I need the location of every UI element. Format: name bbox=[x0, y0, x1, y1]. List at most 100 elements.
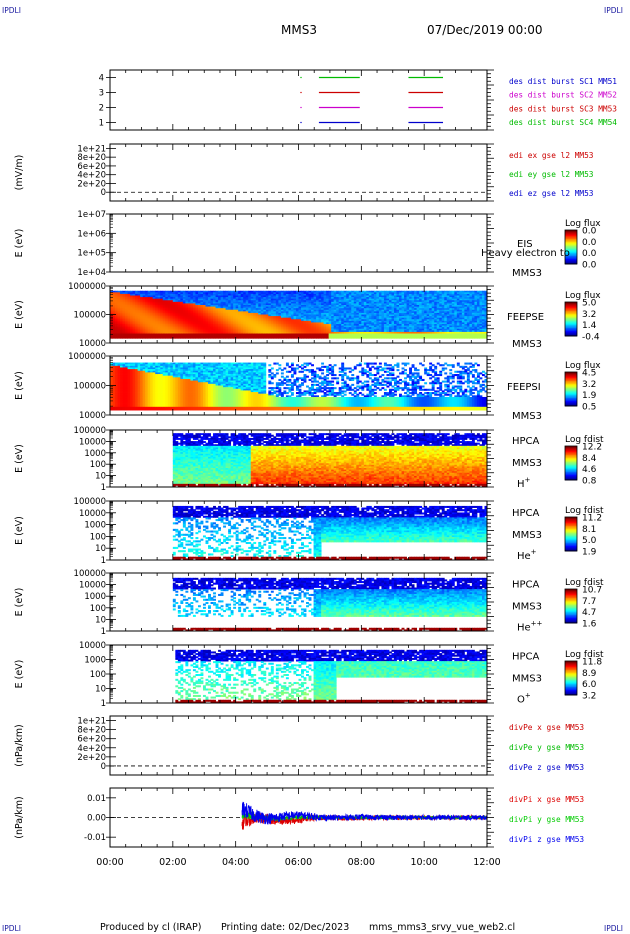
corner-label-bottom-left: IPDLI bbox=[2, 924, 21, 933]
burst-panel-ytick-label: 3 bbox=[99, 89, 104, 99]
feepse-cell bbox=[241, 337, 244, 339]
feepse-cell bbox=[140, 337, 143, 339]
feepse-cell bbox=[329, 337, 332, 339]
feepse-cell bbox=[319, 337, 322, 339]
eis-panel-colorbar-tick: 0.0 bbox=[582, 238, 597, 248]
feepse-cell bbox=[133, 337, 136, 339]
feepse-cell bbox=[321, 337, 324, 339]
feepse-cell bbox=[376, 337, 379, 339]
feepse-cell bbox=[479, 337, 482, 339]
feepse-cell bbox=[223, 337, 226, 339]
feepse-cell bbox=[175, 337, 178, 339]
feepse-cell bbox=[477, 337, 480, 339]
feepse-cell bbox=[409, 337, 412, 339]
feepse-cell bbox=[198, 337, 201, 339]
feepse-cell bbox=[160, 337, 163, 339]
feepse-cell bbox=[173, 337, 176, 339]
edi-panel-ytick-label: 0 bbox=[101, 188, 106, 198]
feepse-cell bbox=[429, 337, 432, 339]
feepse-cell bbox=[218, 337, 221, 339]
feepse-cell bbox=[266, 337, 269, 339]
feepse-cell bbox=[402, 337, 405, 339]
edi-panel-legend-entry: edi ex gse l2 MM53 bbox=[509, 151, 594, 160]
feepse-cell bbox=[113, 337, 116, 339]
feepse-panel-ytick-label: 1000000 bbox=[68, 282, 106, 292]
feepse-cell bbox=[213, 337, 216, 339]
feepse-panel-ylabel: E (eV) bbox=[14, 300, 25, 329]
eis-panel-colorbar-tick: 0.0 bbox=[582, 227, 597, 237]
feepse-cell bbox=[366, 337, 369, 339]
feepse-cell bbox=[301, 337, 304, 339]
feepse-cell bbox=[381, 337, 384, 339]
feepse-cell bbox=[178, 337, 181, 339]
feepse-cell bbox=[407, 337, 410, 339]
feepse-cell bbox=[439, 337, 442, 339]
feepse-cell bbox=[153, 337, 156, 339]
feepse-cell bbox=[203, 337, 206, 339]
feepse-cell bbox=[464, 337, 467, 339]
burst-panel-legend-entry: des dist burst SC3 MM53 bbox=[509, 104, 617, 113]
eis-panel-spacecraft-label: MMS3 bbox=[512, 268, 542, 279]
feepse-cell bbox=[138, 337, 141, 339]
eis-panel-ylabel: E (eV) bbox=[14, 229, 25, 258]
feepse-cell bbox=[391, 337, 394, 339]
burst-panel-ytick-label: 2 bbox=[99, 104, 104, 114]
feepse-panel-spacecraft-label: MMS3 bbox=[512, 339, 542, 350]
feepse-cell bbox=[457, 337, 460, 339]
feepse-cell bbox=[231, 337, 234, 339]
feepse-cell bbox=[311, 337, 314, 339]
feepse-panel-colorbar-tick: 5.0 bbox=[582, 299, 597, 309]
feepse-cell bbox=[404, 337, 407, 339]
feepse-cell bbox=[221, 337, 224, 339]
feepse-cell bbox=[128, 337, 131, 339]
feepse-cell bbox=[283, 337, 286, 339]
feepse-cell bbox=[226, 337, 229, 339]
feepse-cell bbox=[469, 337, 472, 339]
feepse-cell bbox=[120, 337, 123, 339]
feepse-cell bbox=[427, 337, 430, 339]
feepse-panel-colorbar-tick: -0.4 bbox=[582, 333, 600, 343]
feepse-cell bbox=[364, 337, 367, 339]
feepse-cell bbox=[432, 337, 435, 339]
feepse-cell bbox=[354, 337, 357, 339]
feepse-cell bbox=[125, 337, 128, 339]
eis-panel-colorbar-tick: 0.0 bbox=[582, 249, 597, 259]
burst-panel-legend-entry: des dist burst SC1 MM51 bbox=[509, 77, 617, 86]
feepse-cell bbox=[155, 337, 158, 339]
feepse-cell bbox=[349, 337, 352, 339]
feepse-cell bbox=[246, 337, 249, 339]
feepse-cell bbox=[273, 337, 276, 339]
feepse-cell bbox=[183, 337, 186, 339]
edi-panel-ytick-label: 2e+20 bbox=[77, 179, 106, 189]
feepse-cell bbox=[188, 337, 191, 339]
edi-panel-ylabel: (mV/m) bbox=[14, 155, 25, 191]
feepse-cell bbox=[291, 337, 294, 339]
feepse-cell bbox=[286, 337, 289, 339]
feepse-cell bbox=[371, 337, 374, 339]
feepse-cell bbox=[397, 337, 400, 339]
feepse-cell bbox=[253, 337, 256, 339]
feepse-cell bbox=[379, 337, 382, 339]
feepse-cell bbox=[339, 337, 342, 339]
feepse-cell bbox=[316, 337, 319, 339]
feepse-cell bbox=[304, 337, 307, 339]
feepse-cell bbox=[123, 337, 126, 339]
feepse-cell bbox=[185, 337, 188, 339]
feepse-cell bbox=[356, 337, 359, 339]
feepse-cell bbox=[374, 337, 377, 339]
feepse-cell bbox=[474, 337, 477, 339]
feepse-cell bbox=[326, 337, 329, 339]
feepse-cell bbox=[145, 337, 148, 339]
feepse-cell bbox=[449, 337, 452, 339]
feepse-cell bbox=[208, 337, 211, 339]
eis-panel-overlay-label: Heavy electron to bbox=[481, 248, 570, 259]
feepse-cell bbox=[258, 337, 261, 339]
corner-label-bottom-right: IPDLI bbox=[604, 924, 623, 933]
feepse-cell bbox=[369, 337, 372, 339]
feepse-cell bbox=[482, 337, 485, 339]
edi-panel-legend-entry: edi ey gse l2 MM53 bbox=[509, 170, 594, 179]
feepse-cell bbox=[419, 337, 422, 339]
feepse-cell bbox=[447, 337, 450, 339]
feepse-cell bbox=[150, 337, 153, 339]
